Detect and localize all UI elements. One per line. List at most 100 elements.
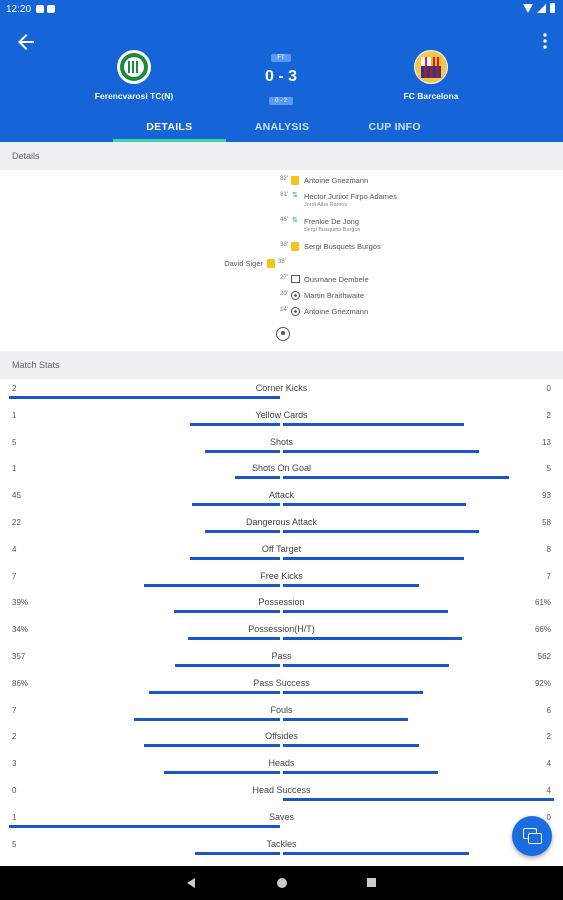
system-icons xyxy=(523,3,555,13)
stat-name: Possession(H/T) xyxy=(248,624,315,635)
score-block: FT 0 - 3 0 - 2 xyxy=(231,46,331,107)
system-nav-bar xyxy=(0,866,563,900)
nav-recents-icon[interactable] xyxy=(367,878,376,887)
stat-home-bar xyxy=(9,824,280,828)
stat-row: 22 Dangerous Attack 58 xyxy=(0,513,563,540)
signal-icon xyxy=(537,3,546,13)
stat-name: Pass xyxy=(271,651,292,661)
match-status-pill: FT xyxy=(271,54,291,62)
stat-away-bar xyxy=(283,530,479,533)
stat-home-value: 22 xyxy=(12,518,21,527)
stat-name: Saves xyxy=(268,811,294,822)
tab-details[interactable]: DETAILS xyxy=(113,116,226,142)
stat-home-value: 7 xyxy=(12,571,17,581)
details-section-header: Details xyxy=(0,142,563,170)
away-team-name: FC Barcelona xyxy=(403,91,459,101)
stat-row: 2 Corner Kicks 0 xyxy=(0,379,563,406)
stat-away-value: 0 xyxy=(546,812,551,822)
stat-away-bar xyxy=(283,717,408,721)
stat-home-bar xyxy=(149,690,280,694)
away-team[interactable]: FC Barcelona xyxy=(361,50,501,101)
event-minute: 27' xyxy=(280,275,288,281)
stat-home-bar xyxy=(175,664,280,667)
stat-home-bar xyxy=(192,503,280,507)
stat-name: Head Success xyxy=(252,785,311,795)
stat-away-value: 93 xyxy=(542,491,551,501)
event-minute: 38' xyxy=(278,259,286,265)
stat-home-value: 86% xyxy=(12,678,29,688)
score: 0 - 3 xyxy=(264,68,297,85)
stat-away-bar xyxy=(283,664,449,667)
event-player: David Sigér xyxy=(224,259,263,268)
stat-row: 5 Shots 13 xyxy=(0,433,563,460)
goal-ball-icon xyxy=(291,307,300,316)
notification-icons xyxy=(36,5,56,13)
stat-away-value: 5 xyxy=(546,464,551,474)
back-arrow-icon[interactable] xyxy=(14,30,38,54)
stat-row: 357 Pass 562 xyxy=(0,647,563,674)
stat-home-bar xyxy=(144,583,280,587)
barcelona-crest-icon xyxy=(414,50,448,84)
stat-name: Yellow Cards xyxy=(255,409,308,420)
stat-away-bar xyxy=(283,503,466,507)
stat-name: Possession xyxy=(258,597,305,608)
nav-home-icon[interactable] xyxy=(277,878,287,888)
stat-away-value: 2 xyxy=(546,410,551,420)
event-player: Frenkie De Jong xyxy=(304,217,360,226)
stat-home-value: 39% xyxy=(12,598,29,608)
goal-ball-icon xyxy=(291,291,300,300)
stat-name: Dangerous Attack xyxy=(245,517,318,527)
home-team[interactable]: Ferencvarosi TC(N) xyxy=(64,50,204,101)
event-player: Antoine Griezmann xyxy=(304,307,369,316)
event-player: Antoine Griezmann xyxy=(304,176,369,185)
stat-home-bar xyxy=(164,771,280,775)
tab-bar: DETAILS ANALYSIS CUP INFO xyxy=(113,116,451,142)
wifi-icon xyxy=(523,3,533,13)
event-row: 46' ⇅ Frenkie De Jong Sergi Busquets Burgos xyxy=(0,217,563,233)
home-team-name: Ferencvarosi TC(N) xyxy=(94,91,174,101)
stat-home-value: 1 xyxy=(12,464,17,474)
stat-home-bar xyxy=(174,610,280,614)
stat-away-value: 4 xyxy=(546,759,551,769)
stat-home-value: 7 xyxy=(12,705,17,715)
more-vert-icon[interactable] xyxy=(541,32,549,50)
stat-row: 2 Offsides 2 xyxy=(0,727,563,754)
stat-away-value: 6 xyxy=(546,705,551,715)
event-player-off: Jordi Alba Ramos xyxy=(304,202,348,208)
stat-away-bar xyxy=(283,690,423,694)
event-row: 82' Antoine Griezmann xyxy=(0,176,563,192)
stat-home-value: 0 xyxy=(12,786,17,795)
stat-home-value: 45 xyxy=(12,491,21,501)
chat-fab-button[interactable] xyxy=(512,816,552,856)
tab-cup-info[interactable]: CUP INFO xyxy=(368,121,421,133)
stat-home-bar xyxy=(205,530,280,533)
stat-name: Shots xyxy=(269,436,293,447)
half-time-score: 0 - 2 xyxy=(268,97,293,105)
stat-away-value: 66% xyxy=(534,625,551,635)
stat-home-value: 357 xyxy=(12,652,26,661)
notification-icon xyxy=(36,5,45,13)
stat-home-value: 34% xyxy=(12,625,29,635)
yellow-card-icon xyxy=(291,242,299,251)
stat-row: 34% Possession(H/T) 66% xyxy=(0,620,563,647)
stat-home-bar xyxy=(190,556,280,560)
stat-away-value: 2 xyxy=(546,732,551,742)
stat-home-value: 3 xyxy=(12,759,17,769)
stat-name: Fouls xyxy=(270,704,293,715)
stat-away-bar xyxy=(283,476,509,480)
notification-icon xyxy=(47,5,56,13)
event-player: Martin Braithwaite xyxy=(304,291,365,300)
stat-row: 1 Saves 0 xyxy=(0,808,563,835)
stat-home-value: 4 xyxy=(12,544,17,554)
event-player: Hector Junior Firpo Adames xyxy=(304,192,397,201)
stat-row: 4 Off Target 8 xyxy=(0,540,563,567)
stat-away-value: 13 xyxy=(542,437,551,447)
stat-away-bar xyxy=(283,798,554,801)
event-row: 38' Sergi Busquets Burgos xyxy=(0,242,563,258)
event-minute: 20' xyxy=(280,291,288,297)
stat-home-bar xyxy=(188,637,280,641)
stat-row: 39% Possession 61% xyxy=(0,593,563,620)
tab-analysis[interactable]: ANALYSIS xyxy=(254,121,310,133)
nav-back-icon[interactable] xyxy=(187,878,195,888)
event-row: 81' ⇅ Hector Junior Firpo Adames Jordi Alba… xyxy=(0,192,563,208)
